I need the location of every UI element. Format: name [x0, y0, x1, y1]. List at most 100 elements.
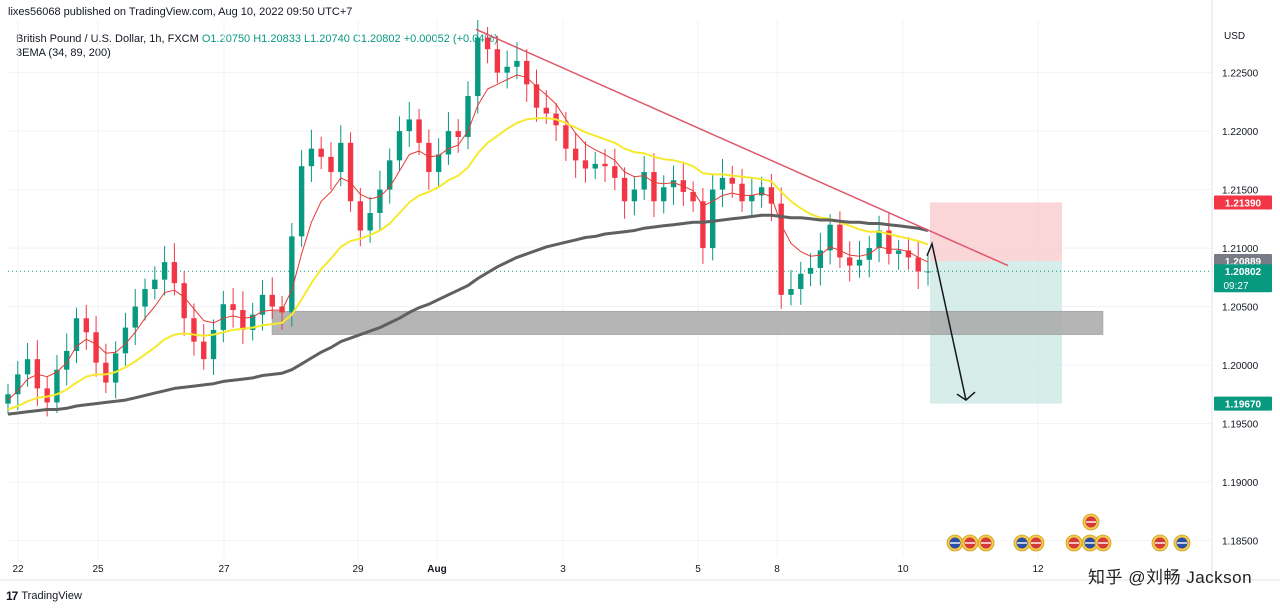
candle-body	[54, 369, 60, 403]
candle-body	[670, 180, 677, 188]
y-tick-label: 1.19000	[1222, 478, 1259, 489]
brand-name: TradingView	[21, 590, 82, 602]
entry-price-label-text: 1.20889	[1225, 257, 1262, 268]
candle-body	[856, 259, 863, 266]
candle-body	[807, 267, 814, 274]
candle-body	[827, 224, 833, 251]
candle-body	[494, 49, 501, 73]
candle-body	[661, 187, 667, 202]
candle-body	[387, 160, 393, 190]
candle-body	[93, 332, 99, 363]
candle-body	[377, 189, 383, 213]
event-flag-icon[interactable]	[946, 534, 964, 552]
event-flag-icon[interactable]	[961, 534, 979, 552]
candle-body	[749, 195, 755, 202]
x-tick-label: 10	[897, 564, 909, 575]
event-flag-icon[interactable]	[1151, 534, 1169, 552]
event-flag-icon[interactable]	[1065, 534, 1083, 552]
last-price-label-bg	[1214, 264, 1272, 293]
descending-trendline	[475, 28, 1009, 267]
x-tick-label: 22	[12, 564, 24, 575]
projection-arrow-line	[926, 241, 967, 401]
candle-body	[308, 148, 315, 167]
candle-body	[621, 177, 628, 202]
candle-body	[572, 148, 579, 161]
candle-body	[524, 60, 530, 85]
event-flag-icon[interactable]	[977, 534, 995, 552]
candle-body	[690, 191, 696, 202]
candle-body	[475, 37, 481, 97]
candle-body	[612, 166, 618, 178]
ema-34-line	[7, 74, 929, 401]
event-flag-icon[interactable]	[1094, 534, 1112, 552]
candle-body	[132, 306, 138, 328]
candle-body	[445, 131, 452, 155]
candle-body	[406, 119, 412, 132]
candle-body	[201, 341, 207, 360]
candle-body	[925, 271, 931, 273]
event-flag-icon[interactable]	[1173, 534, 1191, 552]
candle-body	[171, 262, 178, 284]
candle-body	[641, 172, 647, 190]
ema-200-line	[7, 213, 929, 416]
candle-body	[798, 273, 804, 289]
tradingview-logo[interactable]: 17 TradingView	[6, 589, 82, 603]
event-flag-icon[interactable]	[1027, 534, 1045, 552]
last-price-label: 1.20802 09:27	[1214, 264, 1272, 293]
candle-body	[230, 304, 236, 311]
x-tick-label: 5	[695, 564, 701, 575]
candle-body	[592, 163, 598, 169]
candle-body	[5, 394, 11, 404]
target-price-label-bg	[1214, 396, 1272, 411]
candle-body	[631, 189, 638, 202]
candle-body	[729, 177, 735, 184]
candle-body	[259, 294, 266, 315]
candle-body	[651, 172, 657, 202]
y-tick-label: 1.20000	[1222, 361, 1259, 372]
candle-body	[396, 131, 403, 161]
stop-loss-zone	[930, 202, 1062, 262]
candle-body	[778, 203, 784, 295]
candle-body	[142, 289, 148, 307]
currency-unit[interactable]: USD	[1224, 31, 1246, 42]
indicator-label[interactable]: 3EMA (34, 89, 200)	[16, 47, 111, 59]
candle-body	[484, 37, 491, 50]
x-tick-label: 12	[1032, 564, 1044, 575]
candle-body	[768, 187, 775, 204]
candle-body	[210, 329, 217, 360]
symbol-title[interactable]: British Pound / U.S. Dollar, 1h, FXCM	[16, 33, 199, 45]
candle-body	[112, 353, 119, 383]
candle-body	[289, 236, 295, 313]
candle-body	[220, 304, 227, 330]
candle-body	[338, 142, 344, 173]
candle-body	[895, 250, 902, 254]
y-tick-label: 1.22500	[1222, 69, 1259, 80]
candle-body	[73, 318, 80, 351]
target-price-label: 1.19670	[1214, 396, 1272, 411]
candle-body	[64, 350, 70, 370]
candle-body	[739, 183, 745, 202]
y-tick-label: 1.19500	[1222, 420, 1259, 431]
candle-body	[240, 310, 246, 330]
x-tick-label: 29	[352, 564, 364, 575]
candle-body	[602, 163, 608, 167]
candle-body	[249, 314, 256, 330]
x-tick-label: 8	[774, 564, 780, 575]
event-flag-icon[interactable]	[1082, 513, 1100, 531]
x-tick-label: 3	[560, 564, 566, 575]
stop-price-label-bg	[1214, 195, 1272, 210]
candle-body	[582, 160, 589, 169]
projection-arrow-head	[956, 391, 976, 402]
candle-body	[504, 66, 510, 73]
candle-body	[103, 362, 109, 383]
candle-body	[15, 374, 21, 395]
y-tick-label: 1.21000	[1222, 244, 1259, 255]
candle-body	[700, 201, 706, 249]
candle-body	[837, 224, 843, 258]
event-flag-icon[interactable]	[1013, 534, 1031, 552]
candle-body	[318, 148, 324, 157]
stop-price-label-text: 1.21390	[1225, 198, 1262, 209]
last-price-label-countdown: 09:27	[1223, 281, 1248, 292]
